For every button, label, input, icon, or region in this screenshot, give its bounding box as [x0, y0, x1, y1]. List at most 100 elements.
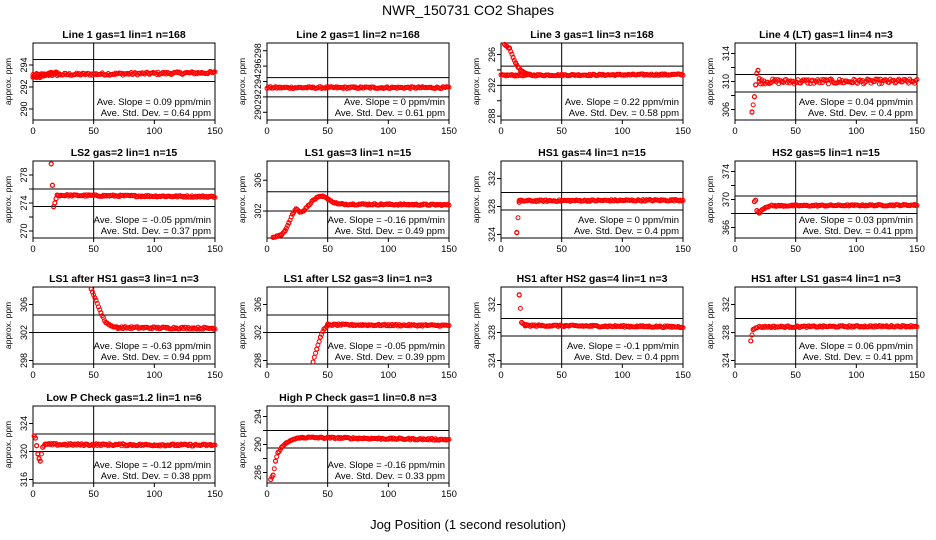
chart-panel-1: Line 1 gas=1 lin=1 n=1680 50 100 1502902922…	[3, 29, 223, 137]
y-axis-label: approx. ppm	[471, 58, 481, 105]
std-dev-annotation: Ave. Std. Dev. = 0.4 ppm	[574, 352, 679, 363]
chart-title: HS2 gas=5 lin=1 n=15	[772, 147, 880, 159]
y-tick-label: 332	[487, 171, 497, 186]
chart-grid: Line 1 gas=1 lin=1 n=1680 50 100 1502902922…	[0, 0, 936, 540]
y-tick-label: 298	[253, 43, 263, 58]
std-dev-annotation: Ave. Std. Dev. = 0.4 ppm	[808, 108, 913, 119]
slope-annotation: Ave. Slope = -0.12 ppm/min	[94, 460, 211, 471]
x-tick-label: 100	[380, 126, 396, 137]
chart-title: Line 3 gas=1 lin=3 n=168	[530, 29, 654, 41]
x-tick-label: 100	[380, 370, 396, 381]
y-axis-label: approx. ppm	[237, 176, 247, 223]
x-tick-label: 0	[264, 244, 269, 255]
y-tick-label: 324	[487, 227, 497, 242]
x-tick-label: 100	[146, 244, 162, 255]
y-tick-label: 306	[253, 297, 263, 312]
x-tick-label: 150	[909, 244, 925, 255]
x-tick-label: 50	[790, 126, 801, 137]
y-tick-label: 366	[721, 220, 731, 235]
x-tick-label: 150	[909, 370, 925, 381]
y-tick-label: 320	[19, 444, 29, 459]
x-tick-label: 0	[498, 126, 503, 137]
y-tick-label: 306	[19, 297, 29, 312]
x-tick-label: 50	[88, 370, 99, 381]
y-axis-label: approx. ppm	[237, 58, 247, 105]
chart-panel-3: Line 3 gas=1 lin=3 n=168 0 50 100 150 288 292 2…	[471, 29, 691, 137]
x-tick-label: 50	[322, 244, 333, 255]
x-tick-label: 100	[380, 244, 396, 255]
chart-panel-9: LS1 after HS1 gas=3 lin=1 n=30 50 100 15029…	[3, 273, 223, 381]
x-tick-label: 150	[909, 126, 925, 137]
std-dev-annotation: Ave. Std. Dev. = 0.41 ppm	[803, 352, 913, 363]
x-tick-label: 150	[675, 370, 691, 381]
y-axis-label: approx. ppm	[471, 302, 481, 349]
y-axis-label: approx. ppm	[237, 421, 247, 468]
x-tick-label: 50	[790, 370, 801, 381]
chart-title: LS1 gas=3 lin=1 n=15	[305, 147, 412, 159]
y-tick-label: 316	[19, 472, 29, 487]
chart-panel-13: Low P Check gas=1.2 lin=1 n=60 50 100 15031…	[3, 392, 223, 500]
x-tick-label: 100	[614, 370, 630, 381]
y-tick-label: 302	[19, 325, 29, 340]
slope-annotation: Ave. Slope = -0.05 ppm/min	[328, 341, 445, 352]
chart-title: High P Check gas=1 lin=0.8 n=3	[279, 392, 437, 404]
chart-title: Line 1 gas=1 lin=1 n=168	[62, 29, 186, 41]
y-tick-label: 274	[19, 195, 29, 210]
std-dev-annotation: Ave. Std. Dev. = 0.94 ppm	[101, 352, 211, 363]
chart-title: HS1 after HS2 gas=4 lin=1 n=3	[517, 273, 668, 285]
x-tick-label: 50	[556, 244, 567, 255]
y-tick-label: 370	[721, 192, 731, 207]
x-tick-label: 50	[556, 370, 567, 381]
data-point	[518, 306, 522, 310]
x-tick-label: 150	[441, 126, 457, 137]
x-tick-label: 50	[322, 370, 333, 381]
y-tick-label: 290	[253, 105, 263, 120]
x-tick-label: 50	[88, 244, 99, 255]
chart-title: HS1 after LS1 gas=4 lin=1 n=3	[751, 273, 901, 285]
x-tick-label: 100	[848, 370, 864, 381]
y-tick-label: 292	[253, 89, 263, 104]
slope-annotation: Ave. Slope = 0.06 ppm/min	[799, 341, 913, 352]
data-point	[314, 351, 318, 355]
slope-annotation: Ave. Slope = 0.04 ppm/min	[799, 97, 913, 108]
y-axis-label: approx. ppm	[3, 421, 13, 468]
y-axis-label: approx. ppm	[237, 302, 247, 349]
y-tick-label: 306	[721, 102, 731, 117]
x-tick-label: 0	[264, 126, 269, 137]
x-tick-label: 50	[88, 489, 99, 500]
y-tick-label: 294	[19, 57, 29, 72]
slope-annotation: Ave. Slope = -0.16 ppm/min	[328, 215, 445, 226]
y-tick-label: 298	[253, 353, 263, 368]
y-tick-label: 324	[19, 416, 29, 431]
y-tick-label: 288	[487, 109, 497, 124]
y-tick-label: 296	[487, 47, 497, 62]
x-tick-label: 150	[207, 489, 223, 500]
std-dev-annotation: Ave. Std. Dev. = 0.61 ppm	[335, 108, 445, 119]
y-tick-label: 306	[253, 173, 263, 188]
x-tick-label: 0	[732, 126, 737, 137]
y-tick-label: 292	[19, 79, 29, 94]
y-tick-label: 286	[253, 465, 263, 480]
chart-panel-8: HS2 gas=5 lin=1 n=150 50 100 150366370374ap…	[705, 147, 925, 255]
y-axis-label: approx. ppm	[705, 176, 715, 223]
y-axis-label: approx. ppm	[3, 58, 13, 105]
chart-panel-5: LS2 gas=2 lin=1 n=15 0 50 100 150 270 274 278 ap…	[3, 147, 223, 255]
y-axis-label: approx. ppm	[705, 302, 715, 349]
std-dev-annotation: Ave. Std. Dev. = 0.58 ppm	[569, 108, 679, 119]
x-tick-label: 150	[441, 370, 457, 381]
std-dev-annotation: Ave. Std. Dev. = 0.4 ppm	[574, 226, 679, 237]
std-dev-annotation: Ave. Std. Dev. = 0.49 ppm	[335, 226, 445, 237]
chart-title: Line 2 gas=1 lin=2 n=168	[296, 29, 420, 41]
x-tick-label: 100	[848, 244, 864, 255]
chart-panel-6: LS1 gas=3 lin=1 n=15 0 50 100 150 302 306 appro…	[237, 147, 457, 255]
y-axis-label: approx. ppm	[3, 176, 13, 223]
slope-annotation: Ave. Slope = -0.63 ppm/min	[94, 341, 211, 352]
y-tick-label: 296	[253, 59, 263, 74]
std-dev-annotation: Ave. Std. Dev. = 0.41 ppm	[803, 226, 913, 237]
x-tick-label: 0	[264, 370, 269, 381]
x-tick-label: 100	[848, 126, 864, 137]
slope-annotation: Ave. Slope = 0.22 ppm/min	[565, 97, 679, 108]
x-tick-label: 0	[498, 244, 503, 255]
chart-panel-2: Line 2 gas=1 lin=2 n=1680 50 100 1502902922…	[237, 29, 457, 137]
x-tick-label: 150	[207, 244, 223, 255]
